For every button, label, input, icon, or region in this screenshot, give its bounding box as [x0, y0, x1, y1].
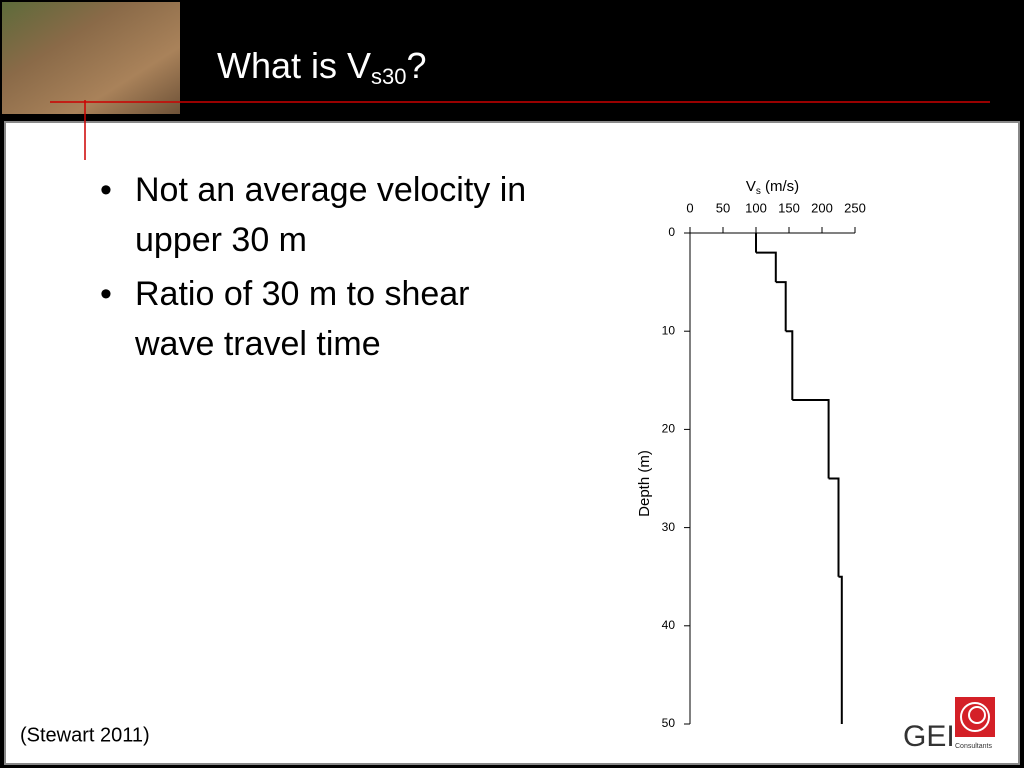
x-tick-label: 200	[811, 200, 833, 215]
bullet: Ratio of 30 m to shear wave travel time	[134, 275, 470, 363]
velocity-layer	[775, 281, 787, 332]
bullet: Not an average velocity in upper 30 m	[135, 171, 526, 259]
logo-tagline: Consultants	[955, 743, 992, 750]
x-axis-label-part: V	[746, 178, 756, 195]
x-axis-label: Vs (m/s)	[746, 178, 799, 197]
y-tick-label: 30	[662, 520, 676, 534]
x-tick-label: 250	[844, 200, 866, 215]
y-axis-label: Depth (m)	[636, 450, 653, 517]
velocity-layer	[838, 575, 843, 724]
y-tick-label: 50	[662, 716, 676, 730]
bullet-mark: •	[100, 275, 112, 313]
logo: GEI Consultants	[903, 697, 995, 753]
slide-title: What is Vs30?	[217, 45, 427, 89]
x-tick-label: 50	[716, 200, 730, 215]
velocity-layer	[828, 477, 840, 577]
velocity-layer	[756, 251, 777, 283]
velocity-layer	[792, 398, 830, 479]
y-tick-label: 0	[668, 225, 675, 239]
y-tick-label: 40	[662, 618, 676, 632]
x-tick-label: 0	[686, 200, 693, 215]
x-axis-label-part: s	[756, 186, 761, 197]
citation: (Stewart 2011)	[20, 724, 150, 746]
bullets: • Not an average velocity in upper 30 m •…	[100, 171, 526, 363]
logo-ring	[960, 702, 990, 732]
logo-name: GEI	[903, 720, 955, 753]
x-tick-label: 150	[778, 200, 800, 215]
y-tick-label: 20	[662, 422, 676, 436]
bullet-mark: •	[100, 171, 112, 209]
y-tick-label: 10	[662, 323, 676, 337]
logo-ring	[968, 706, 986, 724]
velocity-layer	[785, 330, 794, 400]
content-area	[4, 121, 1020, 765]
x-tick-label: 100	[745, 200, 767, 215]
header-photo	[2, 2, 180, 114]
chart: 0 50 100 150 200 250 0 10 20 30 40 50 Vs (m/s) Depth …	[636, 178, 866, 730]
x-axis-label-part: (m/s)	[761, 178, 799, 195]
